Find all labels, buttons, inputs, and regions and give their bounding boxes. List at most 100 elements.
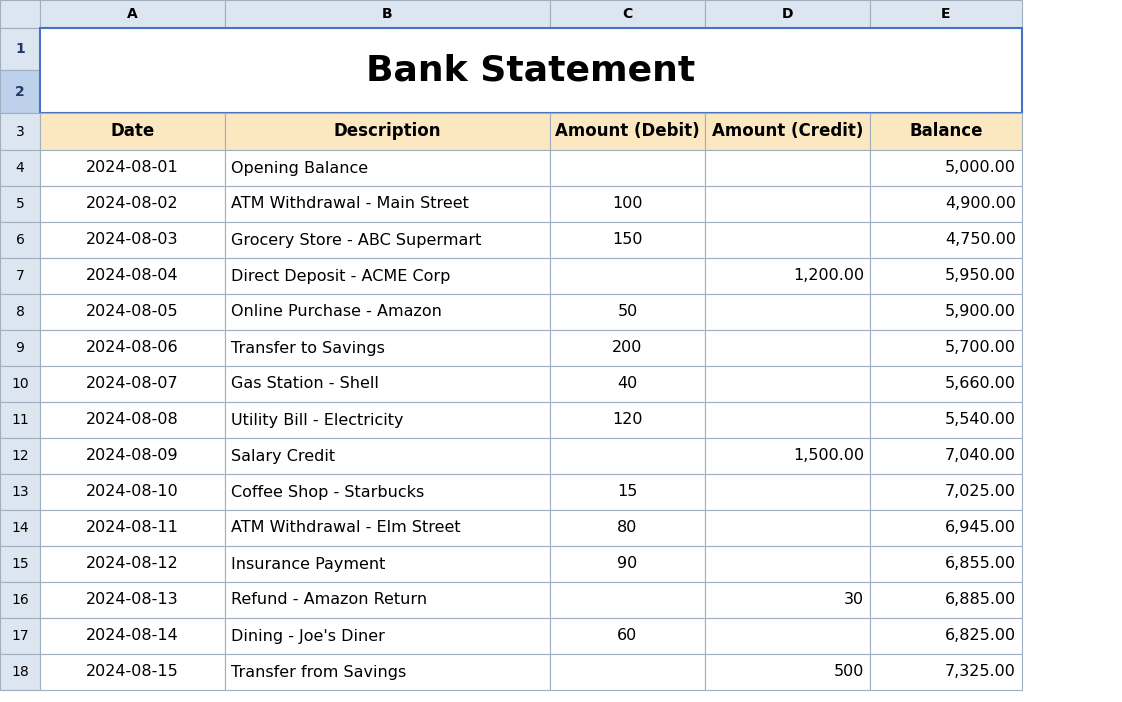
Text: 17: 17 — [11, 629, 29, 643]
Bar — [705, 582, 870, 618]
Bar — [705, 438, 870, 474]
Text: 1,500.00: 1,500.00 — [793, 449, 864, 463]
Text: 2024-08-08: 2024-08-08 — [86, 413, 178, 428]
Text: 1,200.00: 1,200.00 — [793, 268, 864, 284]
Bar — [705, 366, 870, 402]
Text: 7,025.00: 7,025.00 — [945, 484, 1017, 500]
Bar — [226, 258, 550, 294]
Text: 2024-08-14: 2024-08-14 — [86, 628, 178, 644]
Text: Opening Balance: Opening Balance — [231, 161, 368, 176]
Bar — [705, 546, 870, 582]
Bar — [226, 150, 550, 186]
Bar — [705, 186, 870, 222]
Bar — [550, 186, 705, 222]
Bar — [870, 113, 1022, 150]
Text: E: E — [941, 7, 950, 21]
Bar — [705, 150, 870, 186]
Bar — [0, 113, 40, 150]
Bar — [705, 113, 870, 150]
Text: 5,900.00: 5,900.00 — [945, 305, 1017, 319]
Bar — [40, 294, 226, 330]
Text: 5,700.00: 5,700.00 — [945, 340, 1017, 355]
Text: 15: 15 — [617, 484, 637, 500]
Bar — [226, 0, 550, 28]
Bar — [0, 402, 40, 438]
Text: B: B — [383, 7, 393, 21]
Bar — [40, 618, 226, 654]
Bar — [0, 294, 40, 330]
Text: 8: 8 — [16, 305, 25, 319]
Text: Grocery Store - ABC Supermart: Grocery Store - ABC Supermart — [231, 232, 481, 248]
Text: 200: 200 — [613, 340, 643, 355]
Text: 7,325.00: 7,325.00 — [945, 665, 1017, 680]
Text: ATM Withdrawal - Elm Street: ATM Withdrawal - Elm Street — [231, 520, 461, 536]
Bar — [0, 0, 40, 28]
Bar — [550, 330, 705, 366]
Text: Online Purchase - Amazon: Online Purchase - Amazon — [231, 305, 442, 319]
Bar — [550, 150, 705, 186]
Bar — [40, 330, 226, 366]
Bar — [0, 546, 40, 582]
Text: 6,855.00: 6,855.00 — [945, 557, 1017, 571]
Text: 2024-08-09: 2024-08-09 — [86, 449, 178, 463]
Bar — [870, 330, 1022, 366]
Text: 18: 18 — [11, 665, 29, 679]
Text: 7,040.00: 7,040.00 — [945, 449, 1017, 463]
Bar — [226, 546, 550, 582]
Text: 6: 6 — [16, 233, 25, 247]
Bar — [705, 222, 870, 258]
Text: Utility Bill - Electricity: Utility Bill - Electricity — [231, 413, 404, 428]
Bar — [0, 654, 40, 690]
Bar — [705, 0, 870, 28]
Bar — [705, 474, 870, 510]
Bar — [870, 582, 1022, 618]
Text: Amount (Debit): Amount (Debit) — [555, 123, 700, 140]
Bar — [0, 582, 40, 618]
Text: 1: 1 — [15, 42, 25, 56]
Bar — [550, 474, 705, 510]
Text: 2024-08-05: 2024-08-05 — [86, 305, 178, 319]
Bar — [870, 618, 1022, 654]
Bar — [705, 618, 870, 654]
Bar — [705, 330, 870, 366]
Text: 80: 80 — [617, 520, 637, 536]
Bar — [226, 366, 550, 402]
Bar — [226, 330, 550, 366]
Text: Date: Date — [110, 123, 155, 140]
Bar — [550, 546, 705, 582]
Text: Insurance Payment: Insurance Payment — [231, 557, 385, 571]
Text: 2024-08-07: 2024-08-07 — [86, 376, 178, 392]
Bar — [40, 546, 226, 582]
Bar — [226, 474, 550, 510]
Text: ATM Withdrawal - Main Street: ATM Withdrawal - Main Street — [231, 197, 469, 211]
Bar — [40, 113, 226, 150]
Bar — [226, 654, 550, 690]
Bar — [0, 258, 40, 294]
Bar — [550, 510, 705, 546]
Bar — [40, 28, 1022, 113]
Bar — [226, 510, 550, 546]
Bar — [870, 474, 1022, 510]
Text: 2024-08-06: 2024-08-06 — [86, 340, 178, 355]
Text: 4,750.00: 4,750.00 — [945, 232, 1017, 248]
Bar — [40, 654, 226, 690]
Text: Dining - Joe's Diner: Dining - Joe's Diner — [231, 628, 385, 644]
Text: C: C — [623, 7, 633, 21]
Bar — [550, 654, 705, 690]
Bar — [0, 28, 40, 70]
Text: Balance: Balance — [909, 123, 983, 140]
Text: 7: 7 — [16, 269, 25, 283]
Bar — [705, 258, 870, 294]
Bar — [870, 294, 1022, 330]
Bar — [0, 510, 40, 546]
Bar — [226, 186, 550, 222]
Bar — [0, 222, 40, 258]
Text: Bank Statement: Bank Statement — [367, 53, 696, 88]
Text: 16: 16 — [11, 593, 29, 607]
Bar — [40, 258, 226, 294]
Text: 120: 120 — [613, 413, 643, 428]
Text: 12: 12 — [11, 449, 29, 463]
Text: 50: 50 — [617, 305, 637, 319]
Text: 30: 30 — [844, 592, 864, 607]
Text: Transfer from Savings: Transfer from Savings — [231, 665, 406, 680]
